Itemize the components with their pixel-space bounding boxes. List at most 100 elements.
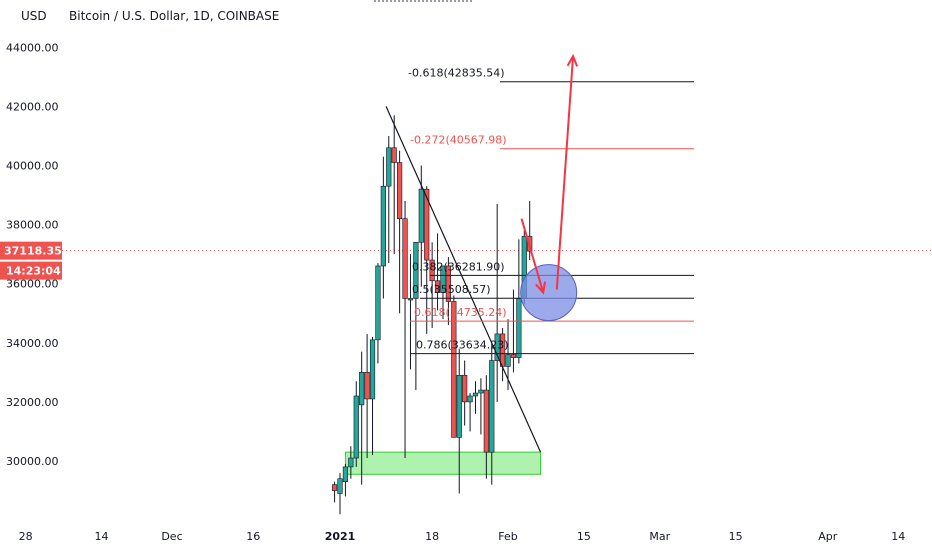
- candle-body: [494, 333, 500, 361]
- y-tick-label: 32000.00: [6, 396, 59, 409]
- candle: [359, 351, 365, 485]
- candle-body: [348, 457, 354, 468]
- candle: [434, 233, 441, 311]
- candle-body: [407, 298, 414, 301]
- candle-body: [402, 218, 408, 299]
- x-tick-label: Dec: [161, 530, 182, 543]
- candle-body: [397, 162, 403, 219]
- price-axis[interactable]: 44000.00 42000.00 40000.00 38000.00 36000.00…: [0, 41, 62, 468]
- support-zone[interactable]: [344, 451, 542, 475]
- x-tick-label: 14: [891, 530, 905, 543]
- candle: [489, 342, 495, 485]
- candle-body: [472, 392, 479, 397]
- candle: [331, 481, 338, 503]
- candle: [413, 242, 419, 391]
- arrow-down-head: [535, 281, 547, 295]
- y-tick-label: 40000.00: [6, 160, 59, 173]
- candle-body: [434, 280, 441, 293]
- candle: [440, 265, 446, 320]
- candle-body: [353, 395, 359, 459]
- target-circle[interactable]: [520, 264, 578, 322]
- fib-level-label: 0.786(33634.23): [416, 339, 509, 352]
- candle-body: [505, 354, 511, 367]
- fib-level-label: -0.272(40567.98): [410, 134, 507, 147]
- y-tick-label: 34000.00: [6, 337, 59, 350]
- candle-body: [440, 265, 446, 293]
- x-tick-label: 14: [95, 530, 109, 543]
- candle: [353, 381, 359, 467]
- candle-body: [337, 478, 343, 494]
- candle: [391, 115, 397, 255]
- candle: [369, 336, 376, 456]
- candle: [467, 393, 473, 432]
- x-tick-label: 2021: [325, 530, 356, 543]
- x-tick-label: Feb: [498, 530, 517, 543]
- candle-body: [331, 484, 338, 491]
- candle: [380, 156, 386, 299]
- candle-body: [478, 389, 484, 394]
- candle: [478, 378, 484, 435]
- current-price-badge: [0, 241, 62, 260]
- candle: [510, 289, 517, 373]
- candle: [342, 463, 349, 497]
- x-tick-label: 15: [729, 530, 743, 543]
- x-tick-label: 16: [246, 530, 260, 543]
- x-tick-label: 28: [19, 530, 33, 543]
- candle: [375, 263, 381, 364]
- candle-body: [489, 360, 495, 453]
- plot-area: -0.618(42835.54) -0.272(40567.98) 0.382(36…: [62, 53, 932, 515]
- candle-body: [418, 188, 424, 243]
- candle: [364, 333, 370, 459]
- fib-level-label: 0.618(34735.24): [414, 306, 507, 319]
- candle-body: [483, 389, 489, 453]
- candle-body: [451, 301, 457, 438]
- arrow-down[interactable]: [520, 218, 545, 293]
- candle-body: [342, 466, 349, 482]
- candle-body: [364, 372, 370, 400]
- candle-body: [445, 265, 452, 302]
- x-tick-label: Mar: [649, 530, 670, 543]
- countdown-label: 14:23:04: [6, 265, 61, 278]
- time-axis[interactable]: 16 Dec 14 28 2021 18 Feb 15 Mar 15 Apr 14: [19, 530, 906, 543]
- candle: [402, 200, 408, 459]
- candle: [424, 186, 430, 334]
- candle-body: [510, 354, 517, 358]
- candle: [348, 446, 354, 479]
- fib-level-label: 0.382(36281.90): [412, 260, 505, 273]
- candle: [429, 242, 435, 329]
- candle-body: [391, 147, 397, 163]
- candle: [386, 135, 392, 264]
- candle: [445, 257, 452, 326]
- y-tick-label: 36000.00: [6, 278, 59, 291]
- candle-body: [386, 147, 392, 187]
- candle-body: [467, 395, 473, 403]
- candle-body: [429, 259, 435, 282]
- fib-level-label: 0.5(35508.57): [412, 283, 491, 296]
- candle: [456, 348, 462, 494]
- chart-title: Bitcoin / U.S. Dollar, 1D, COINBASE: [69, 9, 279, 23]
- y-tick-label: 42000.00: [6, 100, 59, 113]
- candle: [472, 381, 479, 414]
- candle: [483, 375, 489, 479]
- candle-body: [456, 375, 462, 438]
- arrow-up-head: [566, 53, 579, 67]
- candle-body: [462, 375, 468, 403]
- candle: [337, 472, 343, 515]
- y-tick-label: 44000.00: [6, 41, 59, 54]
- x-tick-label: 15: [577, 530, 591, 543]
- candle-body: [424, 188, 430, 261]
- candle: [407, 254, 414, 370]
- candle-body: [516, 298, 522, 358]
- candle-body: [359, 372, 365, 406]
- candle-body: [380, 185, 386, 267]
- candle: [494, 203, 500, 402]
- candle: [397, 150, 403, 314]
- fib-level-label: -0.618(42835.54): [408, 67, 505, 80]
- candle-body: [375, 265, 381, 341]
- candle: [462, 360, 468, 426]
- arrow-up[interactable]: [555, 56, 575, 290]
- countdown-badge: [0, 261, 62, 280]
- current-price-label: 37118.35: [4, 245, 62, 258]
- trend-line[interactable]: [385, 106, 542, 453]
